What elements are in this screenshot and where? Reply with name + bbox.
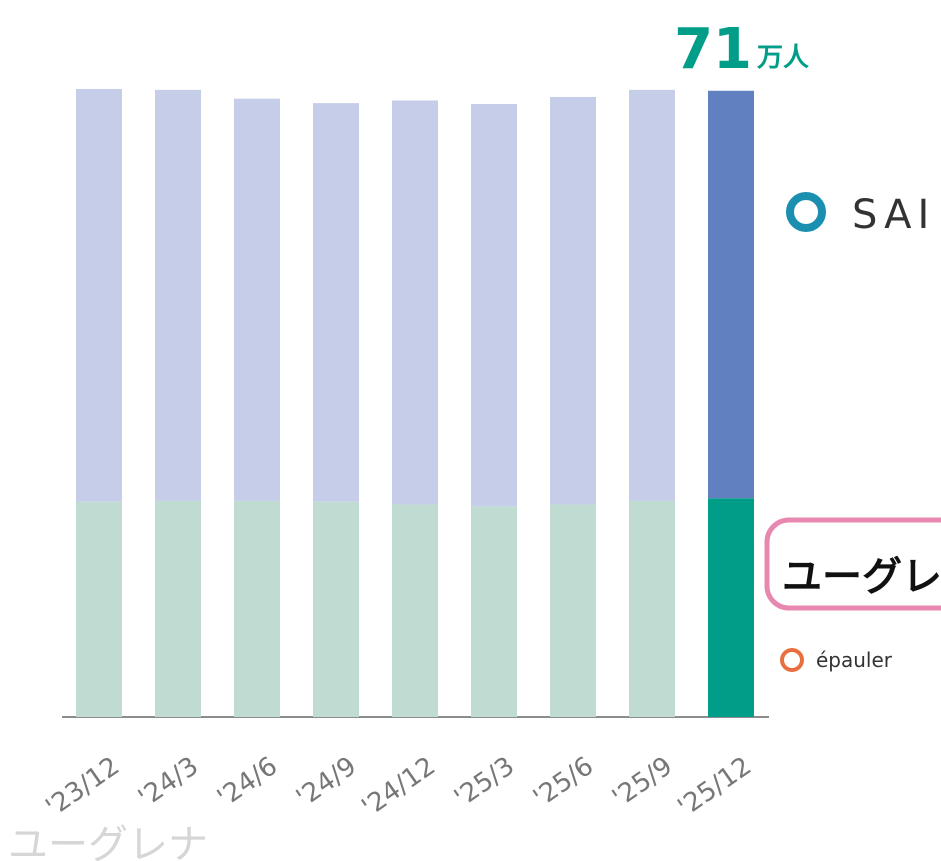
- x-tick-label: '25/9: [607, 751, 678, 813]
- bar-segment: [313, 103, 359, 502]
- total-unit: 万人: [757, 43, 809, 73]
- epauler-icon: [780, 648, 804, 672]
- bar-segment: [313, 501, 359, 717]
- x-tick-label: '24/6: [212, 751, 283, 813]
- epauler-logo: épauler: [816, 648, 893, 672]
- bar-segment: [76, 501, 122, 717]
- bar-segment: [471, 506, 517, 717]
- bar-segment: [550, 504, 596, 717]
- x-tick-label: '25/6: [528, 751, 599, 813]
- watermark: ユーグレナ: [8, 822, 208, 861]
- x-tick-label: '24/12: [357, 751, 441, 823]
- x-tick-label: '24/9: [291, 751, 362, 813]
- euglena-frame: [764, 517, 941, 611]
- total-value: 71: [674, 17, 752, 82]
- x-tick-label: '23/12: [41, 751, 125, 823]
- euglena-logo: ユーグレナ: [782, 554, 941, 600]
- logo-text: SAI: [852, 192, 935, 238]
- bar-segment: [76, 89, 122, 502]
- bar-segment: [392, 100, 438, 505]
- bar-segment: [234, 98, 280, 501]
- x-tick-label: '24/3: [133, 751, 204, 813]
- x-tick-label: '25/3: [449, 751, 520, 813]
- bar-segment: [708, 90, 754, 499]
- bar-segment: [471, 103, 517, 507]
- logo-q: [786, 192, 826, 232]
- bar-segment: [155, 500, 201, 717]
- qsai-logo: SAI: [786, 192, 935, 238]
- bar-segment: [629, 500, 675, 717]
- bar-segment: [392, 504, 438, 717]
- bar-segment: [708, 498, 754, 717]
- bar-segment: [155, 89, 201, 501]
- x-tick-label: '25/12: [673, 751, 757, 823]
- bar-segment: [234, 500, 280, 717]
- bar-segment: [550, 96, 596, 505]
- bar-segment: [629, 89, 675, 501]
